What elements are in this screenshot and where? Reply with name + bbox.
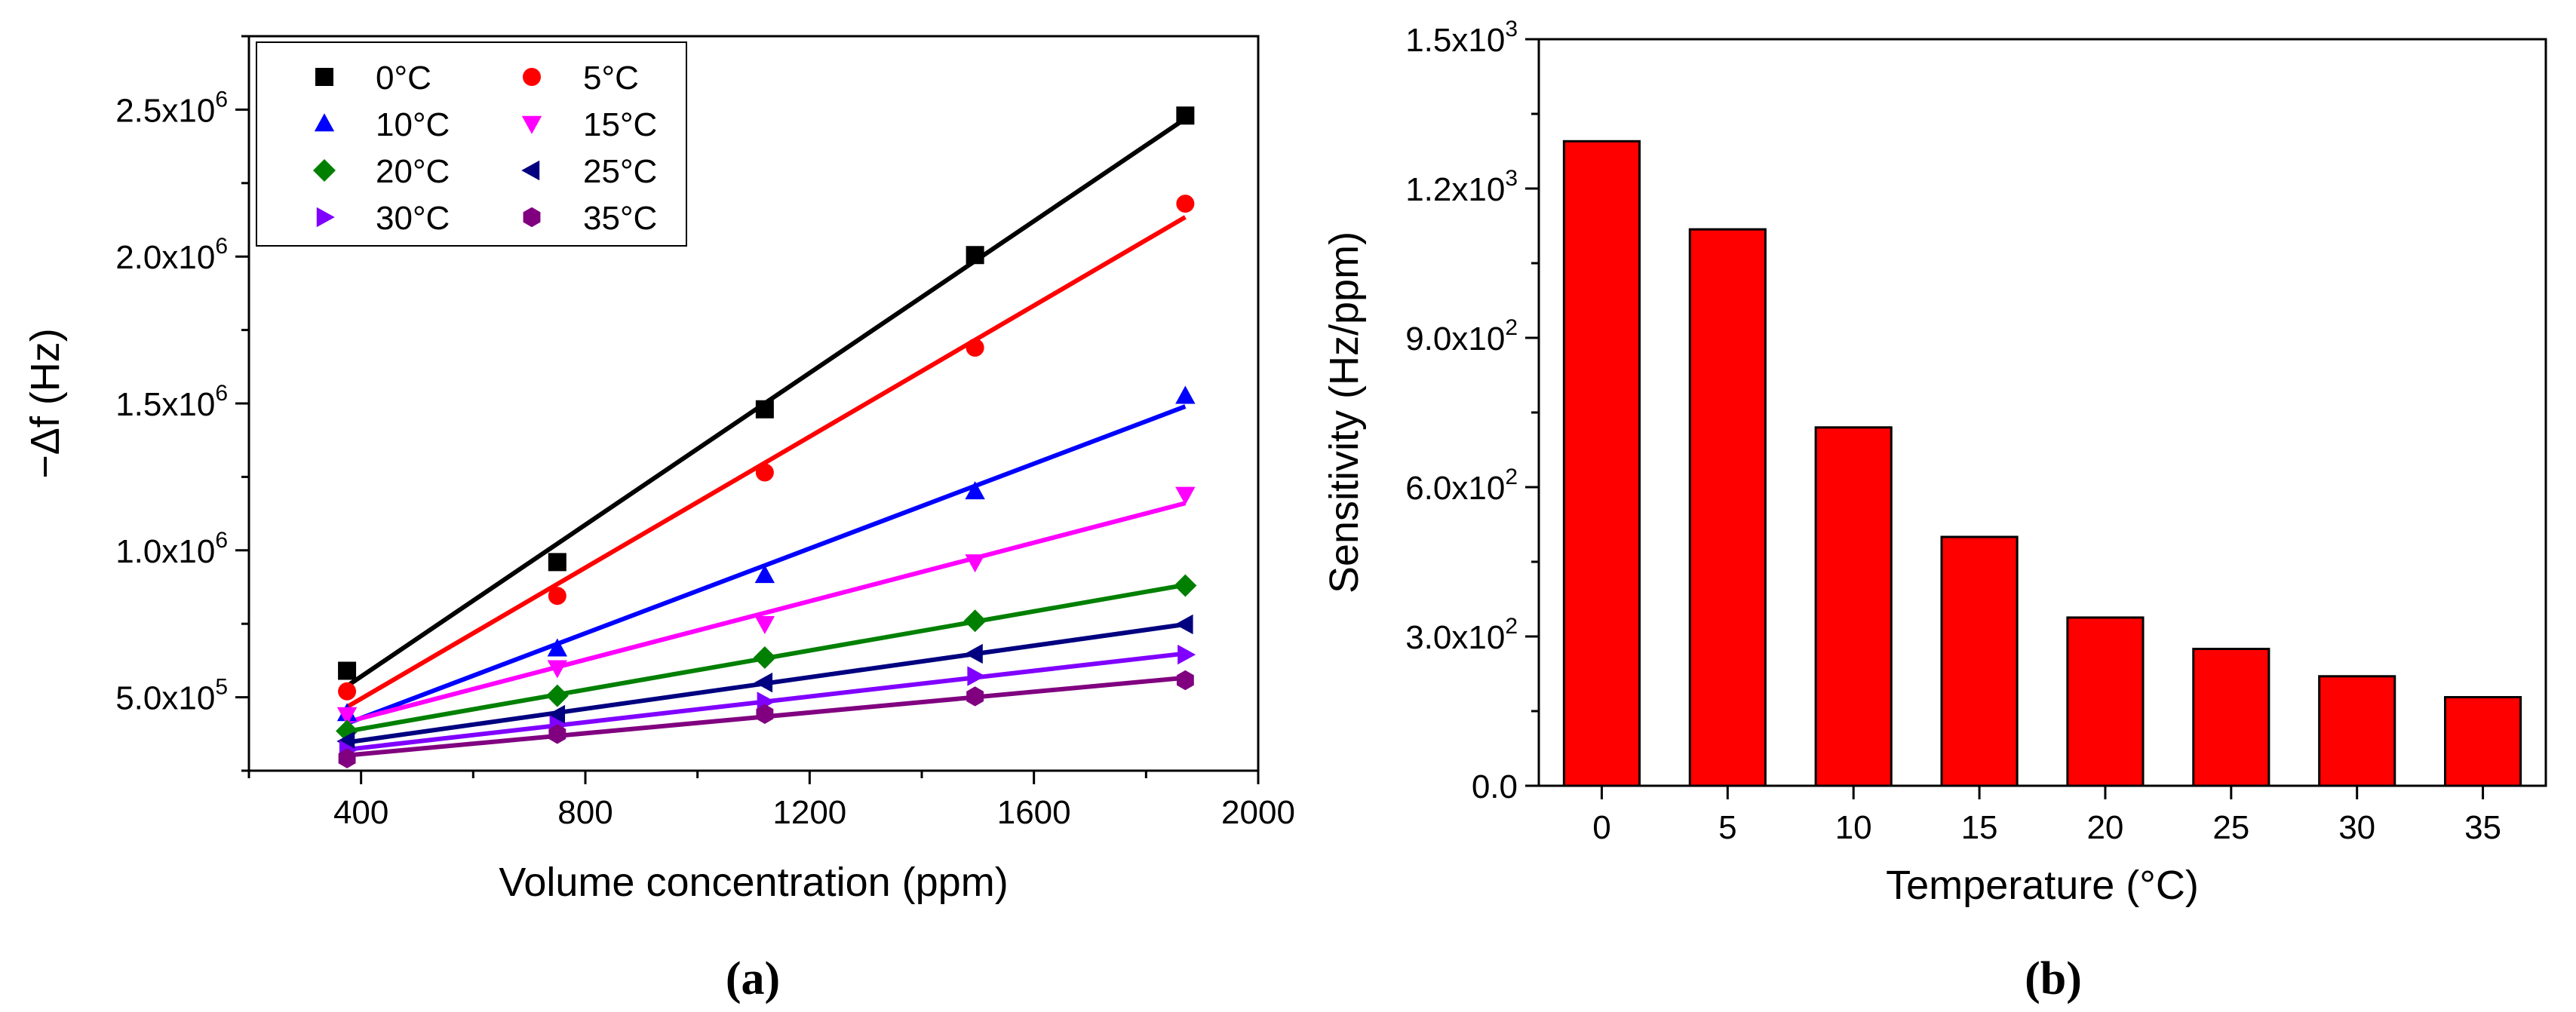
- data-point: [548, 587, 566, 606]
- data-point: [547, 704, 566, 725]
- chart-a: 400 800 1200 1600 2000 5.0x105 1.0x106 1.5x106 2…: [23, 35, 1295, 1004]
- legend-marker: [523, 68, 541, 86]
- legend-marker: [315, 68, 333, 86]
- legend-label: 35°C: [583, 200, 657, 237]
- data-point: [965, 554, 985, 573]
- data-point: [336, 707, 358, 725]
- x-tick-label-a: 400: [333, 794, 388, 831]
- data-point: [1177, 644, 1196, 665]
- y-tick-label-a: 5.0x105: [115, 675, 228, 717]
- data-point: [1176, 195, 1195, 213]
- data-point: [338, 748, 356, 768]
- data-point: [338, 682, 357, 701]
- y-tick-label-a: 2.5x106: [115, 87, 228, 129]
- bar: [2192, 648, 2271, 787]
- axes-ticks-a: 400 800 1200 1600 2000 5.0x105 1.0x106 1.5x106 2…: [115, 35, 1295, 831]
- x-tick-label-b: 10: [1835, 809, 1872, 846]
- y-tick-label-b: 6.0x102: [1405, 465, 1518, 507]
- data-points: [336, 106, 1197, 768]
- x-tick-label-b: 0: [1592, 809, 1610, 846]
- data-point: [1174, 574, 1197, 597]
- data-point: [963, 609, 987, 633]
- x-tick-label-a: 800: [557, 794, 613, 831]
- data-point: [754, 616, 775, 634]
- x-axis-label-a: Volume concentration (ppm): [499, 860, 1008, 905]
- y-tick-label-a: 1.0x106: [115, 528, 228, 570]
- legend-marker: [521, 115, 542, 134]
- legend-marker: [314, 113, 335, 132]
- legend: 0°C 5°C 10°C 15°C 20°C 25°C 30°C 35°C: [256, 41, 687, 247]
- y-tick-label-b: 9.0x102: [1405, 315, 1518, 357]
- axes-ticks-b: 0 5 10 15 20 25 30 35 0.0 3.0x102 6.0x102 9.0x102 1.…: [1405, 17, 2501, 846]
- data-point: [548, 724, 566, 744]
- legend-marker: [316, 207, 335, 228]
- data-point: [547, 660, 568, 679]
- bar: [1814, 426, 1893, 787]
- bar: [2444, 696, 2522, 787]
- data-point: [966, 686, 984, 707]
- data-point: [753, 646, 776, 670]
- legend-label: 30°C: [376, 200, 450, 237]
- x-axis-label-b: Temperature (°C): [1886, 863, 2199, 908]
- data-point: [548, 553, 566, 572]
- panel-label-b: (b): [2025, 953, 2082, 1004]
- data-point: [754, 672, 773, 693]
- x-tick-label-b: 15: [1961, 809, 1998, 846]
- chart-b: 0 5 10 15 20 25 30 35 0.0 3.0x102 6.0x102 9.0x102 1.…: [1322, 17, 2547, 1004]
- data-point: [1176, 670, 1194, 691]
- data-point: [965, 481, 985, 500]
- panel-label-a: (a): [726, 953, 780, 1004]
- x-tick-label-a: 1200: [772, 794, 846, 831]
- data-point: [547, 638, 568, 657]
- x-tick-label-a: 2000: [1221, 794, 1295, 831]
- y-tick-label-b: 0.0: [1472, 768, 1518, 805]
- data-point: [1175, 486, 1196, 505]
- x-tick-label-b: 25: [2212, 809, 2249, 846]
- bar: [2318, 675, 2396, 787]
- data-point: [967, 666, 986, 686]
- x-tick-label-b: 20: [2086, 809, 2123, 846]
- data-point: [545, 684, 569, 707]
- data-point: [964, 643, 983, 664]
- data-point: [1176, 106, 1195, 125]
- legend-label: 10°C: [376, 106, 450, 143]
- legend-marker: [523, 207, 541, 228]
- data-point: [755, 400, 774, 419]
- legend-label: 0°C: [376, 60, 431, 97]
- fit-line: [346, 404, 1187, 726]
- x-tick-label-a: 1600: [997, 794, 1071, 831]
- data-point: [966, 246, 984, 265]
- legend-label: 5°C: [583, 60, 639, 97]
- bar: [1562, 140, 1641, 787]
- data-point: [755, 463, 774, 482]
- data-point: [338, 661, 357, 680]
- data-point: [966, 338, 984, 357]
- fit-line: [345, 215, 1187, 710]
- y-axis-label-a: −Δf (Hz): [23, 328, 68, 479]
- data-point: [1175, 385, 1196, 404]
- x-tick-label-b: 5: [1718, 809, 1736, 846]
- data-point: [1174, 614, 1193, 635]
- legend-label: 25°C: [583, 153, 657, 190]
- data-point: [754, 565, 775, 584]
- bars: [1562, 140, 2522, 787]
- y-tick-label-b: 1.2x103: [1405, 166, 1518, 208]
- y-tick-label-a: 1.5x106: [115, 381, 228, 423]
- bar: [1940, 535, 2019, 787]
- y-tick-label-b: 3.0x102: [1405, 614, 1518, 656]
- data-point: [756, 704, 774, 725]
- legend-marker: [521, 160, 540, 181]
- y-tick-label-a: 2.0x106: [115, 234, 228, 276]
- bar: [2066, 616, 2145, 787]
- legend-marker: [313, 159, 336, 182]
- y-tick-label-b: 1.5x103: [1405, 17, 1518, 59]
- fit-line: [346, 501, 1187, 725]
- x-tick-label-b: 35: [2464, 809, 2501, 846]
- legend-label: 20°C: [376, 153, 450, 190]
- x-tick-label-b: 30: [2338, 809, 2375, 846]
- y-axis-label-b: Sensitivity (Hz/ppm): [1322, 232, 1367, 593]
- legend-label: 15°C: [583, 106, 657, 143]
- bar: [1688, 228, 1767, 787]
